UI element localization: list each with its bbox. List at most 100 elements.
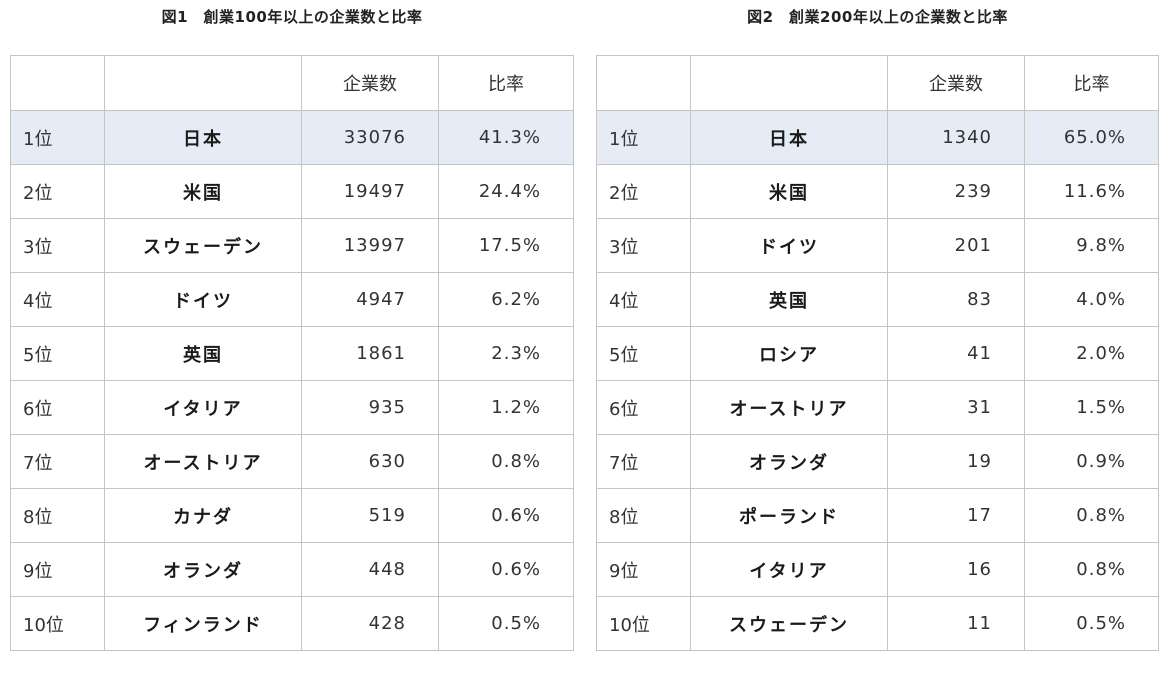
rank-cell: 3位 — [596, 218, 691, 273]
count-cell: 83 — [887, 272, 1025, 327]
country-cell: オーストリア — [104, 434, 302, 489]
country-cell: フィンランド — [104, 596, 302, 651]
header-rank — [596, 55, 691, 111]
table-row: 6位 オーストリア 31 1.5% — [596, 380, 1159, 435]
rank-cell: 7位 — [596, 434, 691, 489]
header-rank — [10, 55, 105, 111]
rank-cell: 10位 — [10, 596, 105, 651]
ratio-cell: 0.8% — [438, 434, 574, 489]
figure-1-title: 図1 創業100年以上の企業数と比率 — [161, 8, 423, 26]
rank-cell: 9位 — [596, 542, 691, 597]
ratio-cell: 41.3% — [438, 110, 574, 165]
header-count: 企業数 — [887, 55, 1025, 111]
count-cell: 31 — [887, 380, 1025, 435]
count-cell: 19 — [887, 434, 1025, 489]
table-row: 2位 米国 19497 24.4% — [10, 164, 574, 219]
count-cell: 239 — [887, 164, 1025, 219]
table-100-year-companies: 企業数 比率 1位 日本 33076 41.3% 2位 米国 19497 24.… — [10, 55, 574, 651]
table-row: 10位 スウェーデン 11 0.5% — [596, 596, 1159, 651]
country-cell: 米国 — [104, 164, 302, 219]
rank-cell: 4位 — [596, 272, 691, 327]
header-ratio: 比率 — [1024, 55, 1159, 111]
country-cell: イタリア — [104, 380, 302, 435]
rank-cell: 4位 — [10, 272, 105, 327]
ratio-cell: 2.0% — [1024, 326, 1159, 381]
rank-cell: 2位 — [10, 164, 105, 219]
rank-cell: 9位 — [10, 542, 105, 597]
country-cell: 日本 — [690, 110, 888, 165]
count-cell: 519 — [301, 488, 439, 543]
header-country — [690, 55, 888, 111]
country-cell: イタリア — [690, 542, 888, 597]
ratio-cell: 6.2% — [438, 272, 574, 327]
ratio-cell: 4.0% — [1024, 272, 1159, 327]
ratio-cell: 0.8% — [1024, 542, 1159, 597]
count-cell: 630 — [301, 434, 439, 489]
rank-cell: 1位 — [596, 110, 691, 165]
table-row: 5位 英国 1861 2.3% — [10, 326, 574, 381]
count-cell: 201 — [887, 218, 1025, 273]
rank-cell: 8位 — [10, 488, 105, 543]
ratio-cell: 65.0% — [1024, 110, 1159, 165]
count-cell: 13997 — [301, 218, 439, 273]
table-row: 8位 ポーランド 17 0.8% — [596, 488, 1159, 543]
ratio-cell: 24.4% — [438, 164, 574, 219]
table-row: 2位 米国 239 11.6% — [596, 164, 1159, 219]
country-cell: ポーランド — [690, 488, 888, 543]
count-cell: 17 — [887, 488, 1025, 543]
table-row: 7位 オーストリア 630 0.8% — [10, 434, 574, 489]
country-cell: オランダ — [104, 542, 302, 597]
ratio-cell: 2.3% — [438, 326, 574, 381]
country-cell: カナダ — [104, 488, 302, 543]
ratio-cell: 1.5% — [1024, 380, 1159, 435]
ratio-cell: 0.5% — [438, 596, 574, 651]
count-cell: 41 — [887, 326, 1025, 381]
table-row: 4位 英国 83 4.0% — [596, 272, 1159, 327]
count-cell: 1340 — [887, 110, 1025, 165]
count-cell: 16 — [887, 542, 1025, 597]
table-row: 9位 オランダ 448 0.6% — [10, 542, 574, 597]
ratio-cell: 0.9% — [1024, 434, 1159, 489]
country-cell: ロシア — [690, 326, 888, 381]
country-cell: オランダ — [690, 434, 888, 489]
country-cell: 英国 — [104, 326, 302, 381]
count-cell: 1861 — [301, 326, 439, 381]
rank-cell: 3位 — [10, 218, 105, 273]
ratio-cell: 11.6% — [1024, 164, 1159, 219]
count-cell: 448 — [301, 542, 439, 597]
header-count: 企業数 — [301, 55, 439, 111]
country-cell: 英国 — [690, 272, 888, 327]
table-row: 3位 スウェーデン 13997 17.5% — [10, 218, 574, 273]
country-cell: 日本 — [104, 110, 302, 165]
table-header-row: 企業数 比率 — [10, 55, 574, 111]
rank-cell: 2位 — [596, 164, 691, 219]
count-cell: 19497 — [301, 164, 439, 219]
count-cell: 11 — [887, 596, 1025, 651]
rank-cell: 7位 — [10, 434, 105, 489]
rank-cell: 10位 — [596, 596, 691, 651]
ratio-cell: 17.5% — [438, 218, 574, 273]
table-200-year-companies: 企業数 比率 1位 日本 1340 65.0% 2位 米国 239 11.6% … — [596, 55, 1159, 651]
count-cell: 33076 — [301, 110, 439, 165]
country-cell: スウェーデン — [104, 218, 302, 273]
country-cell: スウェーデン — [690, 596, 888, 651]
table-row: 1位 日本 33076 41.3% — [10, 110, 574, 165]
table-row: 4位 ドイツ 4947 6.2% — [10, 272, 574, 327]
ratio-cell: 0.6% — [438, 542, 574, 597]
country-cell: オーストリア — [690, 380, 888, 435]
count-cell: 428 — [301, 596, 439, 651]
table-row: 1位 日本 1340 65.0% — [596, 110, 1159, 165]
header-ratio: 比率 — [438, 55, 574, 111]
header-country — [104, 55, 302, 111]
rank-cell: 8位 — [596, 488, 691, 543]
rank-cell: 6位 — [596, 380, 691, 435]
table-header-row: 企業数 比率 — [596, 55, 1159, 111]
ratio-cell: 1.2% — [438, 380, 574, 435]
count-cell: 935 — [301, 380, 439, 435]
table-row: 5位 ロシア 41 2.0% — [596, 326, 1159, 381]
ratio-cell: 0.8% — [1024, 488, 1159, 543]
ratio-cell: 0.5% — [1024, 596, 1159, 651]
figure-2-title: 図2 創業200年以上の企業数と比率 — [747, 8, 1008, 26]
rank-cell: 5位 — [596, 326, 691, 381]
country-cell: ドイツ — [690, 218, 888, 273]
